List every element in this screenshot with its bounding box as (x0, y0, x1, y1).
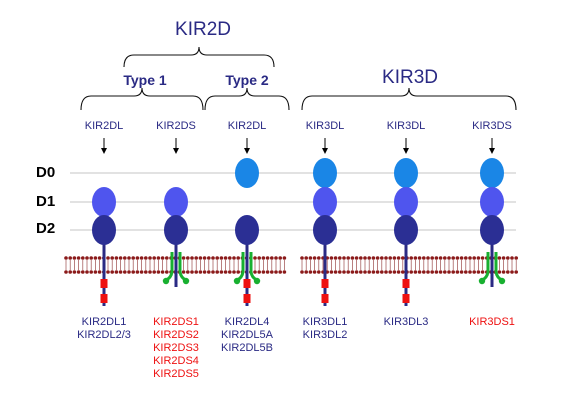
member-gene: KIR2DL5B (221, 342, 273, 354)
cell-membrane (64, 256, 518, 274)
member-gene: KIR2DS2 (153, 329, 199, 341)
receptor-6 (478, 138, 506, 287)
member-list-5: KIR3DL3 (384, 316, 429, 329)
itim-motif (402, 294, 410, 303)
member-gene: KIR2DL2/3 (77, 329, 131, 341)
receptor-1 (92, 138, 116, 306)
member-gene: KIR2DL1 (81, 316, 127, 328)
kir3d-bracket (301, 87, 517, 111)
member-list-1: KIR2DL1 KIR2DL2/3 (77, 316, 131, 342)
receptor-header-6: KIR3DS (472, 120, 512, 132)
d2-domain (164, 215, 188, 245)
receptor-3 (233, 138, 261, 306)
d1-domain (164, 187, 188, 217)
member-list-3: KIR2DL4 KIR2DL5A KIR2DL5B (221, 316, 273, 355)
receptor-4 (313, 138, 337, 306)
member-gene: KIR3DL1 (302, 316, 348, 328)
member-gene: KIR2DS5 (153, 368, 199, 380)
member-gene: KIR3DL3 (383, 316, 429, 328)
receptor-5 (394, 138, 418, 306)
membrane-kir3d (300, 256, 518, 274)
itim-motif (100, 294, 108, 303)
kir3d-group-title: KIR3D (382, 67, 438, 88)
d2-domain (394, 215, 418, 245)
d0-domain (313, 158, 337, 188)
group-brackets (80, 46, 517, 111)
itim-motif (100, 279, 108, 288)
kir2d-group-title: KIR2D (175, 19, 231, 40)
d0-domain (394, 158, 418, 188)
d1-domain (480, 187, 504, 217)
d2-domain (235, 215, 259, 245)
member-list-2: KIR2DS1 KIR2DS2 KIR2DS3 KIR2DS4 KIR2DS5 (153, 316, 199, 381)
receptor-diagrams (92, 138, 506, 306)
receptor-header-3: KIR2DL (227, 120, 267, 132)
itim-motif (243, 279, 251, 288)
adaptor-molecule (233, 252, 261, 285)
type2-bracket (204, 87, 290, 111)
itim-motif (321, 279, 329, 288)
receptor-header-5: KIR3DL (386, 120, 426, 132)
member-gene: KIR2DS1 (153, 316, 199, 328)
member-list-6: KIR3DS1 (469, 316, 515, 329)
member-gene: KIR2DL4 (224, 316, 270, 328)
domain-guide-lines (70, 172, 516, 231)
type1-group-title: Type 1 (123, 72, 167, 88)
d2-domain (480, 215, 504, 245)
itim-motif (321, 294, 329, 303)
member-list-4: KIR3DL1 KIR3DL2 (303, 316, 348, 342)
receptor-header-1: KIR2DL (84, 120, 124, 132)
receptor-2 (162, 138, 190, 287)
d2-domain (313, 215, 337, 245)
itim-motif (402, 279, 410, 288)
adaptor-molecule (162, 252, 190, 285)
d0-domain (480, 158, 504, 188)
type1-bracket (80, 87, 204, 111)
adaptor-molecule (478, 252, 506, 285)
itim-motif (243, 294, 251, 303)
receptor-header-2: KIR2DS (156, 120, 196, 132)
d2-domain-label: D2 (36, 220, 56, 237)
d1-domain (92, 187, 116, 217)
d0-domain-label: D0 (36, 164, 56, 181)
member-gene: KIR3DL2 (302, 329, 348, 341)
d1-domain (313, 187, 337, 217)
receptor-header-4: KIR3DL (305, 120, 345, 132)
d0-domain (235, 158, 259, 188)
member-gene: KIR2DL5A (221, 329, 273, 341)
type2-group-title: Type 2 (225, 72, 269, 88)
d2-domain (92, 215, 116, 245)
member-gene: KIR2DS4 (153, 355, 199, 367)
d1-domain (394, 187, 418, 217)
member-gene: KIR3DS1 (469, 316, 515, 328)
d1-domain-label: D1 (36, 193, 56, 210)
member-gene: KIR2DS3 (153, 342, 199, 354)
kir2d-bracket (123, 46, 275, 68)
